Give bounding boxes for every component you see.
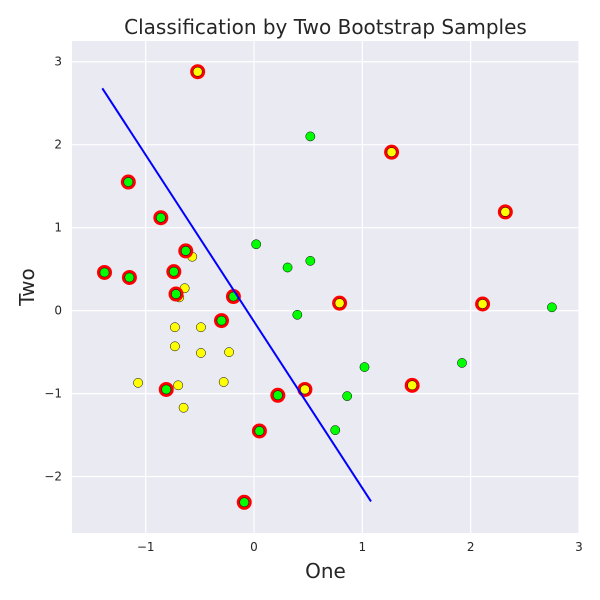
data-point <box>178 402 189 413</box>
data-point <box>342 391 353 401</box>
y-tick-label: 1 <box>54 221 62 235</box>
data-point <box>99 267 110 278</box>
data-point <box>133 377 143 388</box>
data-point <box>305 131 316 142</box>
data-point <box>124 272 135 283</box>
y-axis-label: Two <box>15 268 39 307</box>
data-point <box>173 380 184 391</box>
boundary-line-group <box>101 87 372 503</box>
data-point <box>334 298 345 309</box>
data-point <box>196 348 206 358</box>
grid-lines <box>72 41 580 533</box>
data-point <box>547 302 557 313</box>
data-point <box>292 309 303 320</box>
data-point <box>272 390 283 401</box>
x-axis-label: One <box>305 559 346 583</box>
data-point <box>180 246 191 256</box>
y-tick-label: 3 <box>54 55 62 69</box>
data-point <box>477 299 488 309</box>
data-point <box>282 262 293 273</box>
data-point <box>224 347 234 357</box>
data-point <box>196 322 206 333</box>
data-point <box>239 497 250 508</box>
data-point <box>170 322 180 333</box>
x-tick-label: 0 <box>250 540 258 554</box>
data-point <box>300 384 310 395</box>
data-point <box>123 177 134 187</box>
data-point <box>251 239 262 250</box>
plot-area <box>72 41 579 533</box>
x-tick-label: 2 <box>467 540 475 554</box>
data-point <box>386 147 397 158</box>
data-point <box>168 266 179 277</box>
y-tick-label: −1 <box>44 387 62 401</box>
data-point <box>407 380 418 391</box>
data-point <box>171 289 181 299</box>
x-tick-label: −1 <box>137 540 155 554</box>
data-point <box>457 358 467 368</box>
data-point <box>305 256 316 266</box>
data-point <box>216 315 227 326</box>
scatter-points <box>97 64 557 510</box>
data-point <box>254 426 265 436</box>
y-axis-tick-labels: −2 −1 0 1 2 3 <box>44 55 62 484</box>
data-point <box>155 212 166 223</box>
x-axis-tick-labels: −1 0 1 2 3 <box>137 540 583 554</box>
data-point <box>192 66 203 77</box>
data-point <box>170 341 180 352</box>
x-tick-label: 1 <box>359 540 367 554</box>
boundary-line <box>101 87 372 503</box>
data-point <box>359 362 370 372</box>
y-tick-label: 2 <box>54 138 62 152</box>
y-tick-label: 0 <box>54 304 62 318</box>
data-point <box>161 384 172 395</box>
data-point <box>218 377 229 387</box>
data-point <box>500 207 511 217</box>
y-tick-label: −2 <box>44 470 62 484</box>
chart-title: Classification by Two Bootstrap Samples <box>124 15 527 39</box>
x-tick-label: 3 <box>575 540 583 554</box>
data-point <box>330 425 341 435</box>
